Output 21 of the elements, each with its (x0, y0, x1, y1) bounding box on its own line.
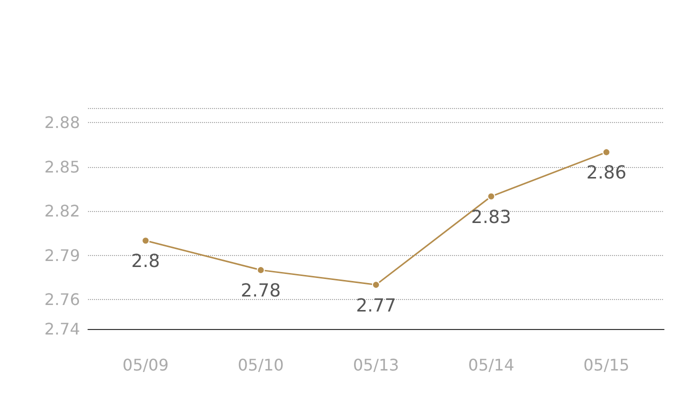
y-tick-label: 2.74 (44, 320, 80, 338)
point (372, 280, 380, 289)
x-tick-label: 05/10 (238, 356, 284, 374)
x-tick-label: 05/09 (122, 356, 169, 374)
point (142, 236, 150, 245)
y-tick-label: 2.76 (44, 290, 80, 310)
x-tick-label: 05/13 (352, 356, 400, 374)
data-label: 2.8 (131, 251, 160, 272)
point (487, 192, 496, 200)
point (602, 148, 610, 156)
x-tick-label: 05/14 (468, 356, 514, 374)
x-tick-label: 05/15 (583, 356, 630, 374)
y-tick-label: 2.88 (44, 113, 80, 132)
data-label: 2.78 (240, 280, 281, 302)
data-label: 2.83 (471, 206, 512, 228)
y-tick-label: 2.85 (44, 157, 80, 176)
point (256, 266, 265, 274)
y-tick-label: 2.79 (44, 246, 80, 265)
y-tick-label: 2.82 (44, 202, 80, 221)
data-label: 2.77 (356, 295, 396, 316)
data-label: 2.86 (586, 162, 626, 184)
